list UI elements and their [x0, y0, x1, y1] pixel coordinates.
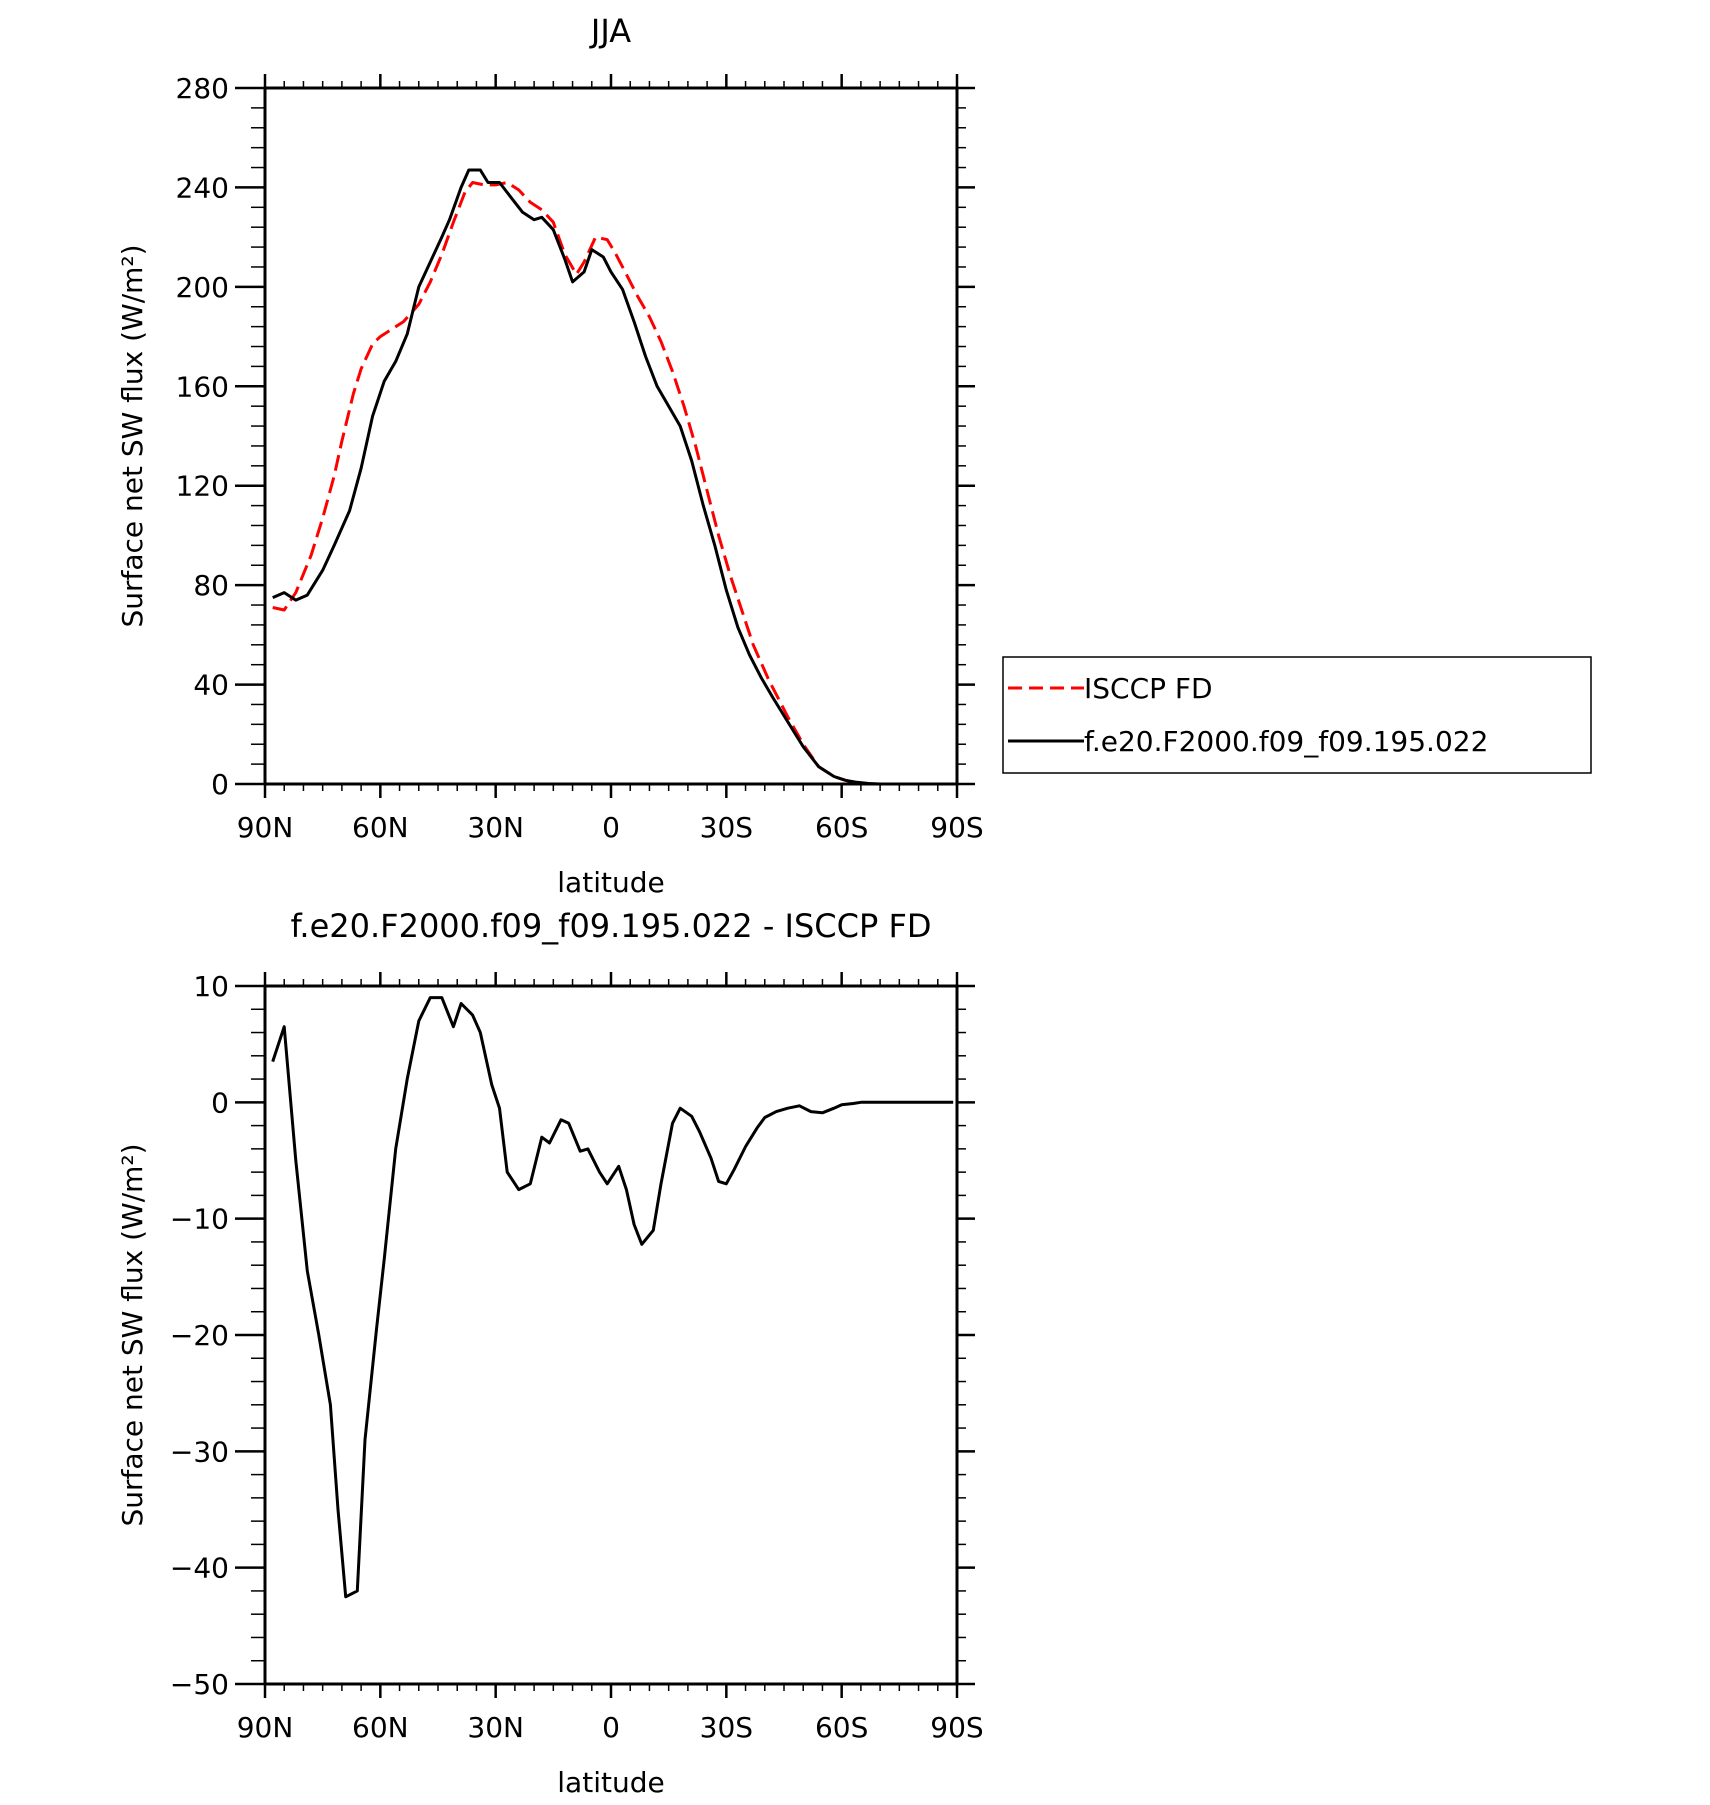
bottom-chart-title: f.e20.F2000.f09_f09.195.022 - ISCCP FD — [290, 907, 931, 945]
top-ytick-label: 0 — [211, 768, 229, 801]
legend-label-model: f.e20.F2000.f09_f09.195.022 — [1084, 725, 1488, 758]
bottom-xtick-label: 30N — [467, 1711, 524, 1744]
top-ytick-label: 160 — [176, 370, 229, 403]
bottom-xtick-label: 30S — [700, 1711, 753, 1744]
top-xtick-label: 60N — [352, 811, 409, 844]
bottom-ytick-label: −50 — [170, 1668, 229, 1701]
top-ytick-label: 280 — [176, 72, 229, 105]
top-xtick-label: 30S — [700, 811, 753, 844]
bottom-ytick-label: 10 — [193, 970, 229, 1003]
top-ytick-label: 240 — [176, 171, 229, 204]
bottom-ytick-label: −10 — [170, 1203, 229, 1236]
top-ytick-label: 200 — [176, 271, 229, 304]
bottom-chart-frame — [263, 984, 959, 1686]
legend: ISCCP FD f.e20.F2000.f09_f09.195.022 — [1002, 656, 1592, 774]
bottom-chart-series — [271, 996, 954, 1599]
bottom-chart-ticks: 90N 60N 30N 0 30S 60S 90S −50 −40 −30 −20 −10 0 10 — [170, 970, 984, 1744]
top-xtick-label: 60S — [815, 811, 868, 844]
bottom-ytick-label: 0 — [211, 1086, 229, 1119]
top-chart-title: JJA — [589, 12, 631, 50]
legend-box — [1002, 656, 1592, 774]
top-chart-frame — [263, 86, 959, 786]
top-chart-ylabel: Surface net SW flux (W/m²) — [116, 244, 149, 627]
top-chart: JJA 90N 60N 30N 0 30S 60S 90S 0 40 80 120 160 200 240… — [116, 12, 1592, 899]
bottom-xtick-label: 60N — [352, 1711, 409, 1744]
legend-label-isccp: ISCCP FD — [1084, 672, 1213, 705]
bottom-chart-xlabel: latitude — [557, 1766, 664, 1799]
bottom-xtick-label: 60S — [815, 1711, 868, 1744]
top-ytick-label: 120 — [176, 470, 229, 503]
bottom-ytick-label: −40 — [170, 1552, 229, 1585]
bottom-ytick-label: −20 — [170, 1319, 229, 1352]
bottom-xtick-label: 90S — [930, 1711, 983, 1744]
top-chart-xlabel: latitude — [557, 866, 664, 899]
top-chart-series — [272, 168, 954, 786]
bottom-xtick-label: 90N — [237, 1711, 294, 1744]
bottom-series-line-1 — [271, 996, 954, 1599]
top-xtick-label: 30N — [467, 811, 524, 844]
top-series-line-2 — [272, 168, 954, 786]
bottom-ytick-label: −30 — [170, 1435, 229, 1468]
top-chart-ticks: 90N 60N 30N 0 30S 60S 90S 0 40 80 120 160 200 240 280 — [176, 72, 984, 844]
top-ytick-label: 80 — [193, 569, 229, 602]
top-xtick-label: 0 — [602, 811, 620, 844]
bottom-chart: f.e20.F2000.f09_f09.195.022 - ISCCP FD 9… — [116, 907, 984, 1799]
bottom-chart-ylabel: Surface net SW flux (W/m²) — [116, 1143, 149, 1526]
top-xtick-label: 90N — [237, 811, 294, 844]
top-ytick-label: 40 — [193, 669, 229, 702]
top-xtick-label: 90S — [930, 811, 983, 844]
bottom-xtick-label: 0 — [602, 1711, 620, 1744]
